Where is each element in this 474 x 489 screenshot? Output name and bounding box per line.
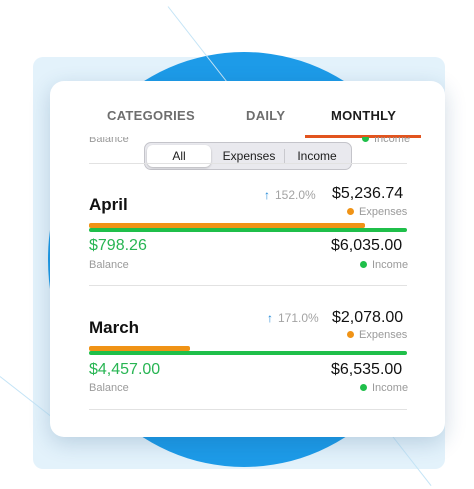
expenses-dot-icon: [347, 208, 354, 215]
tab-bar: CATEGORIES DAILY MONTHLY: [50, 81, 445, 138]
income-dot-icon: [360, 261, 367, 268]
income-dot-icon: [362, 137, 369, 142]
tab-categories[interactable]: CATEGORIES: [107, 108, 195, 123]
expenses-bar: [89, 346, 190, 351]
balance-amount: $4,457.00: [89, 361, 161, 378]
expenses-amount: $5,236.74: [332, 185, 404, 202]
balance-label: Balance: [89, 259, 129, 271]
arrow-up-icon: ↑: [267, 311, 273, 325]
balance-label: Balance: [89, 382, 129, 394]
filter-all-button[interactable]: All: [147, 145, 211, 167]
previous-month-row: Balance Income: [50, 137, 445, 149]
filter-expenses-button[interactable]: Expenses: [222, 149, 276, 163]
monthly-summary-card: CATEGORIES DAILY MONTHLY Balance Income …: [50, 81, 445, 437]
expenses-amount: $2,078.00: [332, 309, 404, 326]
income-bar: [89, 228, 407, 232]
balance-label: Balance: [89, 137, 129, 145]
tab-daily[interactable]: DAILY: [246, 108, 286, 123]
expenses-label: Expenses: [347, 329, 407, 341]
row-divider: [89, 285, 407, 286]
expenses-label: Expenses: [347, 206, 407, 218]
expense-income-bar: [89, 223, 407, 233]
expenses-dot-icon: [347, 331, 354, 338]
expenses-bar: [89, 223, 365, 228]
month-name: March: [89, 318, 140, 337]
balance-amount: $798.26: [89, 237, 147, 254]
expense-income-bar: [89, 346, 407, 356]
income-dot-icon: [360, 384, 367, 391]
change-percent: ↑ 171.0%: [267, 311, 319, 325]
row-divider: [89, 163, 407, 164]
arrow-up-icon: ↑: [264, 188, 270, 202]
filter-income-button[interactable]: Income: [297, 149, 337, 163]
active-tab-indicator: [305, 135, 421, 138]
income-label: Income: [360, 259, 408, 271]
row-divider: [89, 409, 407, 410]
segment-divider: [284, 149, 285, 163]
income-label: Income: [360, 382, 408, 394]
income-bar: [89, 351, 407, 355]
income-amount: $6,035.00: [331, 237, 403, 254]
income-label: Income: [362, 137, 410, 145]
income-amount: $6,535.00: [331, 361, 403, 378]
filter-segmented-control: All Expenses Income: [144, 142, 352, 170]
tab-monthly[interactable]: MONTHLY: [331, 108, 397, 123]
month-name: April: [89, 195, 128, 214]
change-percent: ↑ 152.0%: [264, 188, 316, 202]
